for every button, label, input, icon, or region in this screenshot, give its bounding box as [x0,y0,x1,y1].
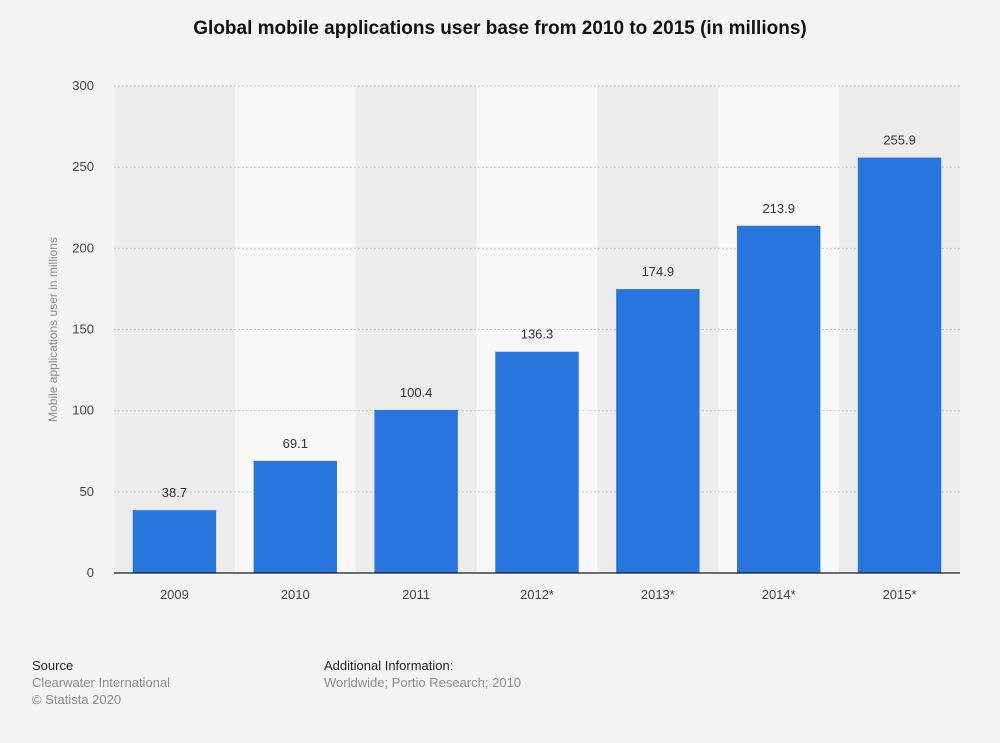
bar [253,460,337,573]
x-tick-label: 2015* [883,587,917,602]
y-tick-label: 150 [72,322,94,337]
x-tick-label: 2014* [762,587,796,602]
y-tick-label: 200 [72,240,94,255]
source-line-1: Clearwater International [32,675,171,690]
y-tick-label: 300 [72,78,94,93]
x-tick-label: 2012* [520,587,554,602]
x-tick-label: 2010 [281,587,310,602]
source-section: Source Clearwater International © Statis… [32,657,170,708]
bar [616,289,700,573]
bar [857,157,942,574]
x-tick-label: 2013* [641,587,675,602]
bar [132,510,217,573]
data-label: 213.9 [762,201,795,216]
y-tick-label: 100 [72,403,94,418]
data-label: 100.4 [400,385,433,400]
bar [495,351,579,573]
bar [374,410,458,573]
x-tick-label: 2009 [160,587,189,602]
bar [737,225,821,574]
data-label: 255.9 [883,133,916,148]
source-heading: Source [32,658,74,673]
data-label: 174.9 [642,264,675,279]
y-axis-title: Mobile applications user in millions [46,237,60,422]
y-tick-label: 0 [87,565,94,580]
additional-info-section: Additional Information: Worldwide; Porti… [324,657,521,691]
x-tick-label: 2011 [402,587,430,602]
data-label: 69.1 [283,436,308,451]
additional-info-text: Worldwide; Portio Research; 2010 [324,675,522,690]
source-line-2: © Statista 2020 [32,692,122,707]
additional-info-heading: Additional Information: [324,658,454,673]
chart-title: Global mobile applications user base fro… [193,18,807,39]
data-label: 38.7 [162,485,187,500]
y-tick-label: 250 [72,159,94,174]
y-tick-label: 50 [80,484,94,499]
data-label: 136.3 [521,327,554,342]
